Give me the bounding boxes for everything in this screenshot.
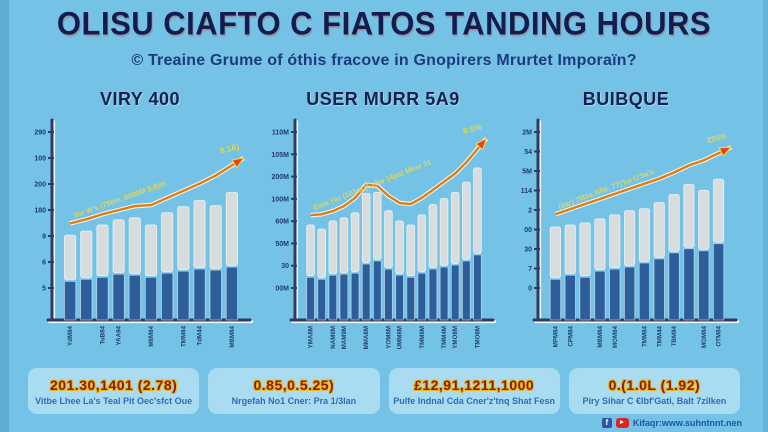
svg-text:5: 5	[42, 286, 46, 293]
svg-text:(9ar) 7M0a NfM, 77)'ba O'9a'a: (9ar) 7M0a NfM, 77)'ba O'9a'a	[557, 167, 656, 211]
svg-text:8.S%: 8.S%	[462, 123, 483, 136]
youtube-icon	[615, 417, 629, 428]
chart-2-title: USER MURR 5A9	[306, 89, 460, 109]
stat-box-1: 201.30,1401 (2.78) Vitbe Lhee La's Teal …	[28, 368, 200, 414]
footer: f Kifaqr:www.suhntnnt.nen	[601, 416, 742, 429]
svg-text:YMA8M: YMA8M	[308, 326, 315, 348]
svg-text:9: 9	[42, 234, 46, 241]
left-edge-strip	[0, 0, 9, 432]
svg-text:2: 2	[528, 208, 532, 215]
chart-1-plot: 290 100 200 180 9 6 5 YdM84 TuB84 YAA94 M8M84 TMM84…	[34, 118, 254, 348]
stats-row: 201.30,1401 (2.78) Vitbe Lhee La's Teal …	[28, 368, 740, 414]
stat-label: Piry Sihar C €lbf'Gati, Balt 7zilken	[582, 395, 727, 406]
svg-text:8.1A): 8.1A)	[219, 142, 240, 156]
svg-text:110M: 110M	[272, 130, 289, 137]
svg-text:MBM84: MBM84	[597, 325, 604, 347]
svg-text:MPM84: MPM84	[552, 325, 559, 347]
svg-text:180: 180	[34, 208, 46, 215]
right-edge-strip	[763, 0, 768, 432]
svg-text:30: 30	[524, 247, 532, 254]
svg-text:TBM84: TBM84	[671, 325, 678, 346]
chart-panel-3: BUIBQUE 2M 54 5M 114 2 00 30 7 0 MPM84 CPM84 MBM84 M…	[508, 84, 744, 370]
svg-text:00M: 00M	[275, 286, 289, 293]
svg-text:M8M84: M8M84	[148, 325, 155, 346]
svg-text:YdM84: YdM84	[67, 325, 74, 346]
stat-label: Nrgefah No1 Cner: Pra 1/3lan	[231, 395, 357, 406]
svg-text:YMO8M: YMO8M	[452, 326, 459, 349]
chart-3-plot: 2M 54 5M 114 2 00 30 7 0 MPM84 CPM84 MBM84 MOM84 TMM8…	[521, 118, 740, 348]
chart-panel-2: USER MURR 5A9 110M 105M 200M 100M 60M 50M 30 00…	[265, 84, 501, 370]
svg-text:290: 290	[34, 130, 46, 137]
svg-text:TMM44: TMM44	[656, 325, 663, 347]
stat-label: Vitbe Lhee La's Teal Pit Oec'sfct Oue	[35, 395, 193, 406]
svg-text:CPM84: CPM84	[567, 325, 574, 346]
page-subtitle: © Treaine Grume of óthis fracove in Gnop…	[131, 52, 637, 69]
svg-text:105M: 105M	[271, 152, 289, 159]
svg-text:TMM84: TMM84	[180, 325, 187, 347]
svg-text:7: 7	[528, 266, 532, 273]
svg-text:2M: 2M	[522, 130, 532, 137]
chart-2-plot: 110M 105M 200M 100M 60M 50M 30 00M YMA8M NAM8M MAM…	[271, 118, 497, 349]
footer-url-text: Kifaqr:www.suhntnnt.nen	[632, 417, 742, 428]
chart-panel-1: VIRY 400 290 100 200 180 9 6 5 YdM84 TuB84 YAA94 M…	[22, 84, 258, 370]
chart-1-title: VIRY 400	[99, 89, 181, 109]
svg-text:5M: 5M	[522, 169, 532, 176]
stat-value: 0.(1.0L (1.92)	[608, 376, 701, 393]
stat-label: Pulfe Indnal Cda Cner'z'tnq Shat Fesn	[393, 395, 556, 406]
facebook-icon: f	[601, 417, 612, 428]
svg-text:6: 6	[42, 260, 46, 267]
svg-text:MOM84: MOM84	[612, 325, 619, 348]
svg-text:UMM8M: UMM8M	[397, 326, 404, 349]
svg-text:OTM84: OTM84	[716, 325, 723, 346]
svg-text:100M: 100M	[271, 196, 289, 203]
svg-text:TMM84: TMM84	[641, 325, 648, 347]
svg-text:0: 0	[528, 286, 532, 293]
svg-text:200: 200	[34, 182, 46, 189]
svg-text:TMM8M: TMM8M	[419, 326, 426, 349]
stat-value: 0.85,0.5.25)	[253, 376, 335, 393]
chart-3-title: BUIBQUE	[582, 89, 670, 109]
svg-text:MOM84: MOM84	[701, 325, 708, 348]
charts-row: VIRY 400 290 100 200 180 9 6 5 YdM84 TuB84 YAA94 M…	[22, 84, 746, 370]
svg-text:100: 100	[34, 156, 46, 163]
svg-text:30: 30	[281, 263, 289, 270]
svg-text:Yor W's (750m, 8090M 5.8)m: Yor W's (750m, 8090M 5.8)m	[72, 179, 168, 221]
stat-box-3: £12,91,1211,1000 Pulfe Indnal Cda Cner'z…	[388, 368, 560, 414]
svg-text:225%: 225%	[706, 131, 728, 145]
svg-text:YOM8M: YOM8M	[385, 326, 392, 349]
svg-text:60M: 60M	[275, 219, 289, 226]
svg-text:54: 54	[524, 149, 532, 156]
svg-text:00: 00	[524, 227, 532, 234]
svg-text:MBM84: MBM84	[229, 325, 236, 347]
stat-value: £12,91,1211,1000	[414, 376, 535, 393]
stat-box-4: 0.(1.0L (1.92) Piry Sihar C €lbf'Gati, B…	[568, 368, 740, 414]
stat-box-2: 0.85,0.5.25) Nrgefah No1 Cner: Pra 1/3la…	[208, 368, 380, 414]
svg-text:114: 114	[521, 188, 532, 195]
svg-text:MMA8M: MMA8M	[363, 326, 370, 349]
svg-text:NAM8M: NAM8M	[330, 326, 337, 349]
svg-text:200M: 200M	[271, 174, 289, 181]
svg-text:YAA94: YAA94	[116, 325, 123, 345]
page-title: OLISU CIAFTO C FIATOS TANDING HOURS	[56, 4, 712, 42]
svg-text:50M: 50M	[275, 241, 289, 248]
svg-text:TMM4M: TMM4M	[441, 326, 448, 349]
svg-text:TMO8M: TMO8M	[474, 326, 481, 348]
svg-text:TdM44: TdM44	[197, 325, 204, 345]
stat-value: 201.30,1401 (2.78)	[49, 376, 178, 393]
svg-text:TuB84: TuB84	[99, 325, 106, 344]
svg-text:MAM9M: MAM9M	[341, 326, 348, 349]
